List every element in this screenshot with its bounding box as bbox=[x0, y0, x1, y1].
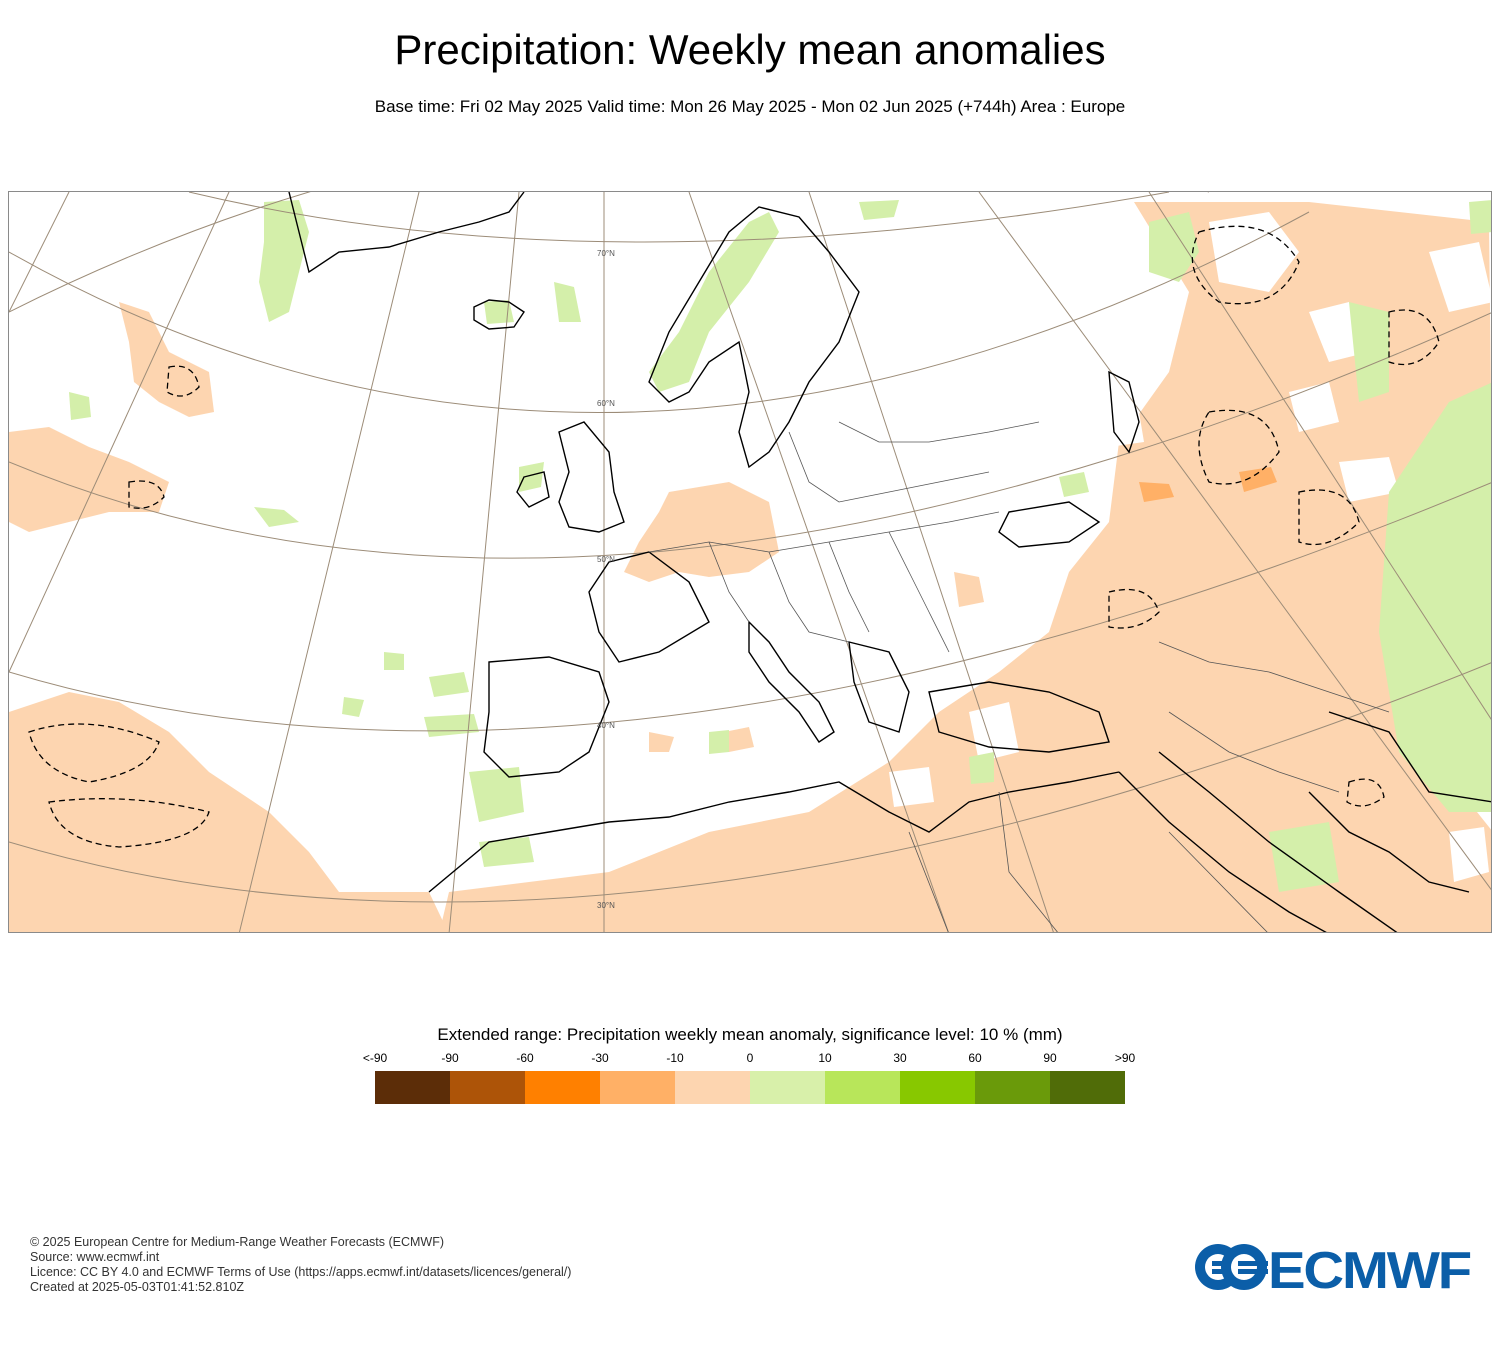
ecmwf-logo: ECMWF bbox=[1192, 1240, 1472, 1300]
country-borders bbox=[648, 421, 1390, 932]
legend-swatch bbox=[375, 1071, 450, 1104]
legend-swatch bbox=[525, 1071, 600, 1104]
neutral-areas bbox=[889, 212, 1491, 882]
legend-swatch bbox=[975, 1071, 1050, 1104]
legend-colorbar bbox=[375, 1071, 1125, 1104]
legend-tick-label: -90 bbox=[441, 1051, 459, 1065]
legend-swatch bbox=[450, 1071, 525, 1104]
wet-anomaly-areas bbox=[69, 200, 1491, 892]
footer-credits: © 2025 European Centre for Medium-Range … bbox=[30, 1235, 571, 1295]
legend-swatch bbox=[600, 1071, 675, 1104]
created-line: Created at 2025-05-03T01:41:52.810Z bbox=[30, 1280, 245, 1294]
legend-ticks: <-90 -90 -60 -30 -10 0 10 30 60 90 >90 bbox=[363, 1051, 1135, 1067]
licence-line: Licence: CC BY 4.0 and ECMWF Terms of Us… bbox=[30, 1265, 572, 1279]
lat-label-30: 30°N bbox=[597, 901, 615, 910]
copyright-line: © 2025 European Centre for Medium-Range … bbox=[30, 1235, 445, 1249]
chart-title: Precipitation: Weekly mean anomalies bbox=[394, 26, 1106, 73]
legend-swatch bbox=[900, 1071, 975, 1104]
source-line: Source: www.ecmwf.int bbox=[30, 1250, 160, 1264]
lat-label-50: 50°N bbox=[597, 555, 615, 564]
lat-label-40: 40°N bbox=[597, 721, 615, 730]
legend-tick-label: >90 bbox=[1114, 1051, 1136, 1065]
legend-title: Extended range: Precipitation weekly mea… bbox=[437, 1025, 1063, 1044]
ecmwf-logo-icon: ECMWF bbox=[1195, 1242, 1472, 1300]
legend-tick-label: -10 bbox=[666, 1051, 684, 1065]
graticule bbox=[9, 192, 1491, 932]
svg-text:ECMWF: ECMWF bbox=[1268, 1242, 1470, 1294]
legend-swatch bbox=[825, 1071, 900, 1104]
lat-label-60: 60°N bbox=[597, 399, 615, 408]
europe-precipitation-map: 70°N 60°N 50°N 40°N 30°N bbox=[8, 191, 1492, 933]
map-canvas: 70°N 60°N 50°N 40°N 30°N bbox=[9, 192, 1491, 932]
legend-swatch bbox=[675, 1071, 750, 1104]
legend-tick-label: 0 bbox=[746, 1051, 754, 1065]
lat-label-70: 70°N bbox=[597, 249, 615, 258]
legend-swatch bbox=[1050, 1071, 1125, 1104]
legend-tick-label: <-90 bbox=[362, 1051, 388, 1065]
significance-contours bbox=[28, 225, 1440, 848]
legend-tick-label: 10 bbox=[818, 1051, 832, 1065]
chart-subtitle: Base time: Fri 02 May 2025 Valid time: M… bbox=[374, 97, 1126, 116]
legend-tick-label: 90 bbox=[1043, 1051, 1057, 1065]
legend-tick-label: 60 bbox=[968, 1051, 982, 1065]
legend-tick-label: -30 bbox=[591, 1051, 609, 1065]
legend-tick-label: 30 bbox=[893, 1051, 907, 1065]
legend-swatch bbox=[750, 1071, 825, 1104]
coastlines bbox=[288, 192, 1491, 932]
dry-anomaly-areas bbox=[9, 202, 1491, 932]
legend-tick-label: -60 bbox=[516, 1051, 534, 1065]
